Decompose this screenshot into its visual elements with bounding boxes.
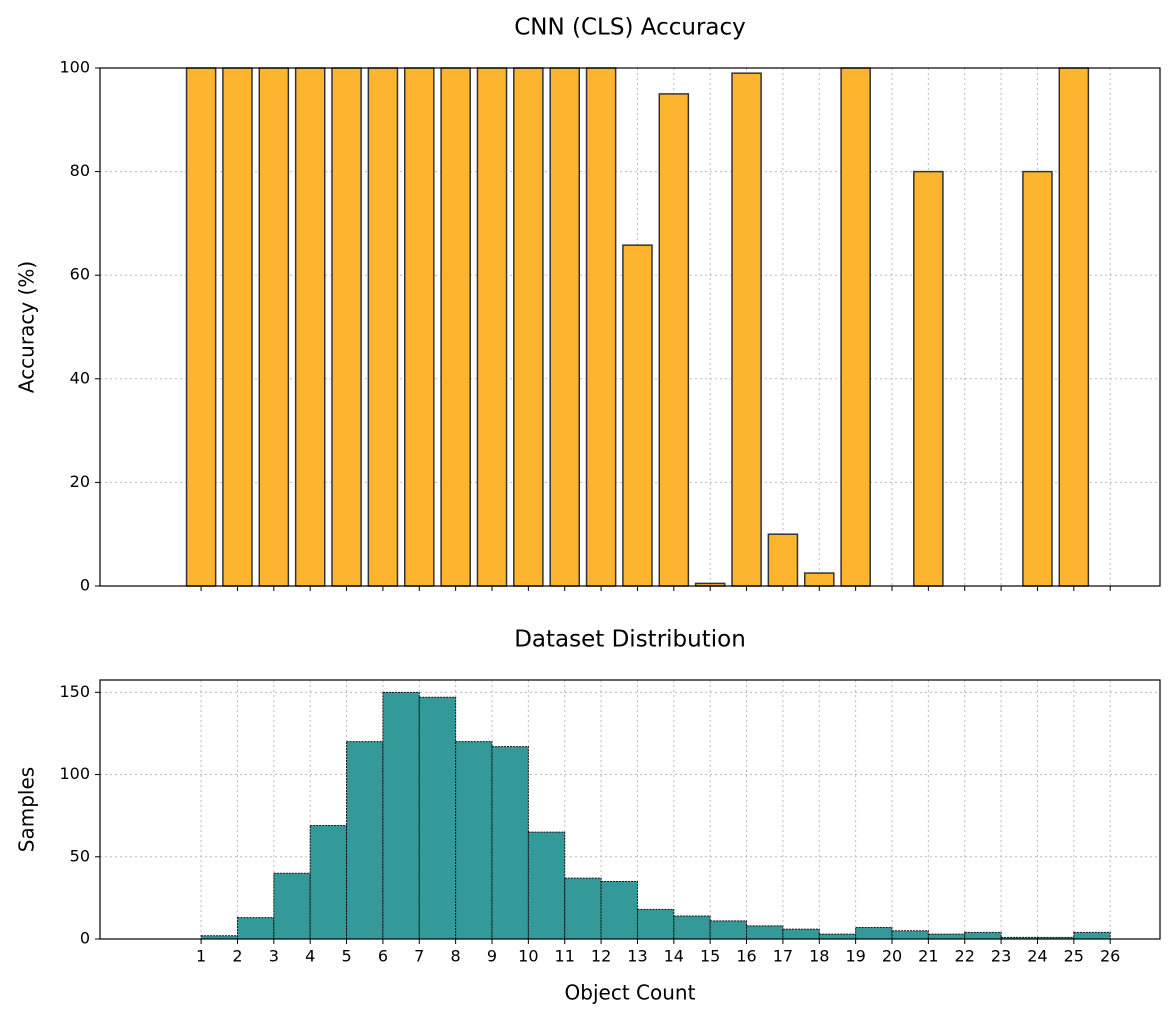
bar bbox=[258, 67, 290, 587]
bar bbox=[1022, 170, 1053, 587]
x-tick-label: 10 bbox=[518, 947, 538, 966]
bar bbox=[622, 244, 653, 587]
histogram-bar bbox=[382, 691, 420, 940]
histogram-bar bbox=[273, 872, 311, 940]
histogram-bar bbox=[927, 933, 966, 940]
histogram-bar bbox=[600, 880, 638, 940]
bar bbox=[1058, 67, 1090, 587]
bar bbox=[185, 67, 217, 587]
x-tick-label: 3 bbox=[269, 947, 279, 966]
bar bbox=[476, 67, 508, 587]
histogram-bar bbox=[491, 746, 529, 940]
bar bbox=[549, 67, 581, 587]
bar bbox=[803, 572, 835, 587]
y-tick-label: 40 bbox=[70, 368, 90, 387]
y-axis-label: Samples bbox=[15, 767, 39, 852]
x-tick-label: 4 bbox=[305, 947, 315, 966]
histogram-bar bbox=[709, 920, 748, 940]
x-tick-label: 16 bbox=[736, 947, 756, 966]
histogram-bar bbox=[891, 930, 929, 940]
bar bbox=[840, 67, 871, 587]
y-tick-label: 60 bbox=[70, 265, 90, 284]
x-tick-label: 22 bbox=[955, 947, 975, 966]
histogram-bar bbox=[564, 877, 602, 940]
x-tick-label: 20 bbox=[882, 947, 902, 966]
x-tick-label: 11 bbox=[555, 947, 575, 966]
histogram-bar bbox=[418, 696, 457, 940]
plot-frame bbox=[99, 679, 1161, 940]
x-tick-label: 13 bbox=[627, 947, 647, 966]
histogram-bar bbox=[236, 917, 275, 940]
x-tick-label: 9 bbox=[487, 947, 497, 966]
y-tick-label: 80 bbox=[70, 161, 90, 180]
histogram-bar bbox=[855, 926, 893, 940]
bar bbox=[222, 67, 253, 587]
y-tick-label: 20 bbox=[70, 472, 90, 491]
x-tick-label: 8 bbox=[451, 947, 461, 966]
x-tick-label: 7 bbox=[414, 947, 424, 966]
chart-title: CNN (CLS) Accuracy bbox=[514, 15, 746, 41]
x-tick-label: 17 bbox=[773, 947, 793, 966]
y-tick-label: 50 bbox=[70, 846, 90, 865]
x-tick-label: 19 bbox=[845, 947, 865, 966]
x-tick-label: 5 bbox=[341, 947, 351, 966]
histogram-bar bbox=[1073, 931, 1111, 940]
x-tick-label: 21 bbox=[918, 947, 938, 966]
x-tick-label: 23 bbox=[991, 947, 1011, 966]
y-axis-label: Accuracy (%) bbox=[15, 261, 39, 393]
x-tick-label: 1 bbox=[196, 947, 206, 966]
bar bbox=[403, 67, 435, 587]
plot-frame bbox=[99, 67, 1161, 587]
histogram-bar bbox=[309, 825, 348, 940]
bar bbox=[731, 72, 762, 587]
x-axis-label: Object Count bbox=[565, 981, 696, 1005]
bar bbox=[658, 93, 690, 587]
chart-title: Dataset Distribution bbox=[514, 627, 746, 653]
bar bbox=[331, 67, 362, 587]
x-tick-label: 26 bbox=[1100, 947, 1120, 966]
histogram-bar bbox=[455, 741, 493, 940]
x-tick-label: 14 bbox=[664, 947, 684, 966]
histogram-bar bbox=[782, 928, 820, 940]
x-tick-label: 15 bbox=[700, 947, 720, 966]
y-tick-label: 0 bbox=[80, 576, 90, 595]
bar bbox=[440, 67, 471, 587]
bar bbox=[513, 67, 544, 587]
histogram-bar bbox=[964, 931, 1002, 940]
bar bbox=[367, 67, 399, 587]
histogram-bar bbox=[636, 908, 675, 940]
y-tick-label: 0 bbox=[80, 929, 90, 948]
x-tick-label: 24 bbox=[1027, 947, 1047, 966]
y-tick-label: 100 bbox=[59, 58, 90, 77]
histogram-bar bbox=[673, 915, 711, 940]
x-tick-label: 6 bbox=[378, 947, 388, 966]
bar bbox=[913, 170, 944, 587]
x-tick-label: 18 bbox=[809, 947, 829, 966]
x-tick-label: 25 bbox=[1064, 947, 1084, 966]
bar bbox=[585, 67, 617, 587]
y-tick-label: 100 bbox=[59, 764, 90, 783]
bar bbox=[294, 67, 326, 587]
histogram-bar bbox=[818, 933, 857, 940]
histogram-bar bbox=[346, 741, 384, 940]
x-tick-label: 12 bbox=[591, 947, 611, 966]
bar bbox=[767, 533, 799, 587]
x-tick-label: 2 bbox=[232, 947, 242, 966]
y-tick-label: 150 bbox=[59, 682, 90, 701]
histogram-bar bbox=[527, 831, 566, 940]
histogram-bar bbox=[746, 925, 784, 940]
